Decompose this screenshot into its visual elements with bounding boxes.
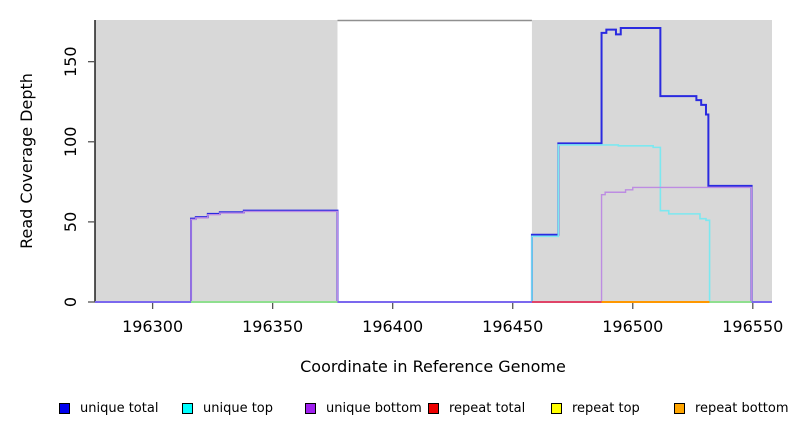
legend-label: unique top [203, 400, 274, 416]
legend-item-unique-total: unique total [59, 398, 158, 418]
y-tick-label: 100 [61, 126, 80, 157]
x-tick-label: 196300 [122, 317, 183, 336]
x-tick-label: 196550 [722, 317, 783, 336]
series-line-unique-total [95, 27, 772, 303]
shaded-region [531, 20, 772, 302]
y-tick-label: 0 [61, 297, 80, 307]
y-axis-title: Read Coverage Depth [17, 73, 36, 249]
legend-item-unique-bottom: unique bottom [305, 398, 422, 418]
legend-label: repeat total [449, 400, 526, 416]
legend-swatch-icon [59, 402, 70, 414]
legend-label: unique total [80, 400, 159, 416]
series-line-unique-top [95, 144, 772, 303]
tick-labels: 196300 196350 196400 196450 196500 196550 0 50 1… [61, 46, 783, 336]
series-line-unique-bottom [95, 186, 772, 303]
legend-swatch-icon [674, 402, 685, 414]
legend-swatch-icon [551, 402, 562, 414]
x-tick-label: 196450 [482, 317, 543, 336]
legend-item-repeat-total: repeat total [428, 398, 525, 418]
shaded-region [95, 20, 338, 302]
legend-item-repeat-bottom: repeat bottom [674, 398, 789, 418]
legend-swatch-icon [182, 402, 193, 414]
x-tick-label: 196400 [362, 317, 423, 336]
legend-swatch-icon [305, 402, 316, 414]
legend: unique total unique top unique bottom repea… [0, 398, 792, 424]
y-tick-label: 150 [61, 46, 80, 77]
legend-item-unique-top: unique top [182, 398, 273, 418]
legend-swatch-icon [428, 402, 439, 414]
shaded-regions [95, 19, 772, 302]
legend-item-repeat-top: repeat top [551, 398, 640, 418]
x-tick-label: 196350 [242, 317, 303, 336]
legend-label: unique bottom [326, 400, 422, 416]
x-tick-label: 196500 [602, 317, 663, 336]
legend-label: repeat top [572, 400, 640, 416]
legend-label: repeat bottom [695, 400, 789, 416]
y-tick-label: 50 [61, 212, 80, 232]
coverage-series-lines [95, 27, 772, 303]
x-axis-title: Coordinate in Reference Genome [300, 357, 566, 376]
coverage-plot-canvas: 196300 196350 196400 196450 196500 196550 0 50 1… [17, 19, 783, 376]
